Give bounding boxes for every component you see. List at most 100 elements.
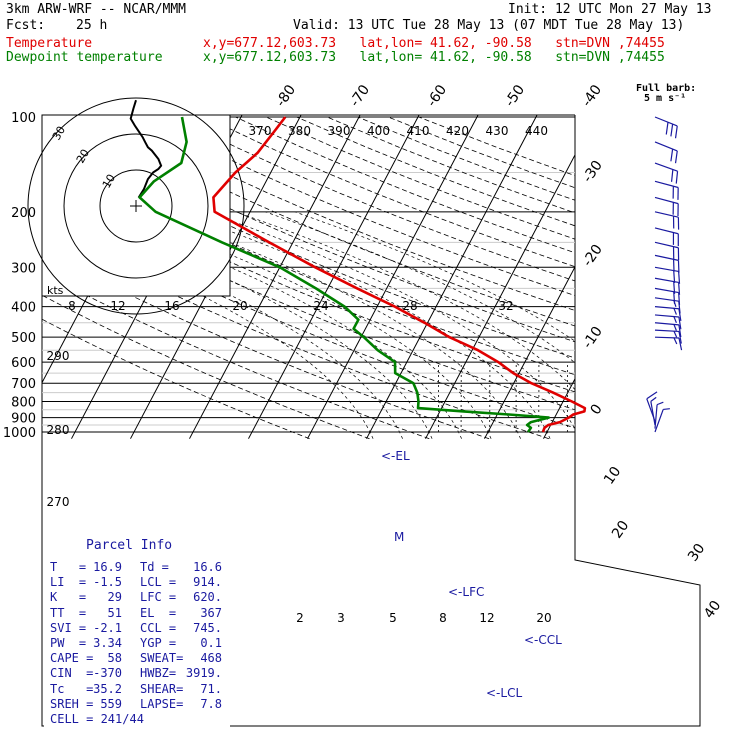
wind-barb xyxy=(654,297,681,314)
moist-adiabat-line xyxy=(147,211,521,439)
isotherm-label-right: 20 xyxy=(609,518,632,542)
parcel-value: 620. xyxy=(193,590,222,605)
isotherm-label-right: 30 xyxy=(685,541,708,565)
mixing-ratio-label: 20 xyxy=(232,299,247,313)
wind-barb-flag xyxy=(674,150,678,164)
wind-barb-flag xyxy=(673,308,677,315)
wind-barb-flag xyxy=(678,308,682,322)
parcel-value: 3.34 xyxy=(93,636,122,650)
temperature-legend: Temperature xyxy=(6,36,93,51)
wind-barb xyxy=(654,336,683,351)
wind-barb xyxy=(654,241,680,261)
wind-barb-staff xyxy=(654,314,679,318)
parcel-value: 35.2 xyxy=(93,681,122,696)
wind-barb-staff xyxy=(654,277,679,284)
wind-barb xyxy=(654,401,664,429)
dewpoint-legend: Dewpoint temperature xyxy=(6,50,163,65)
wind-barb-flag xyxy=(678,337,683,351)
parcel-label: LCL = xyxy=(140,575,177,590)
wind-barb-flag xyxy=(678,331,682,344)
dry-adiabat-line xyxy=(42,116,700,440)
parcel-info-title: Parcel Info xyxy=(86,538,173,553)
temperature-line xyxy=(212,116,587,433)
pressure-tick-label: 700 xyxy=(11,377,36,392)
isotherm-label-right: 0 xyxy=(588,401,606,417)
wind-barb-flag xyxy=(673,316,677,324)
dry-adiabat-line xyxy=(42,116,700,440)
hodograph-ring-label: 10 xyxy=(100,172,118,191)
parcel-value: 468 xyxy=(200,651,222,666)
dewpoint-line xyxy=(138,116,551,433)
parcel-label: SHEAR= xyxy=(140,681,184,696)
moist-adiabat-line xyxy=(42,211,374,439)
wind-barb xyxy=(654,254,680,273)
dry-adiabat-line xyxy=(204,116,700,440)
parcel-value: 367 xyxy=(200,605,222,620)
parcel-value: 51 xyxy=(107,605,122,620)
parcel-label: CCL = xyxy=(140,620,177,635)
isotherm-label-top: -80 xyxy=(273,82,299,110)
mixing-ratio-label-lower: 12 xyxy=(479,611,494,625)
wind-barb xyxy=(654,211,680,230)
theta-e-label: 400 xyxy=(367,124,390,138)
wind-barb-flag xyxy=(675,171,679,184)
pressure-tick-label: 800 xyxy=(11,395,36,410)
parcel-value: 58 xyxy=(107,651,122,666)
parcel-label: CIN = xyxy=(50,666,94,681)
parcel-label: HWBZ= xyxy=(140,666,177,681)
theta-e-label: 420 xyxy=(446,124,469,138)
dry-adiabat-line xyxy=(388,116,700,440)
parcel-label: YGP = xyxy=(140,636,177,650)
dry-adiabat-line xyxy=(42,116,490,440)
theta-e-label: 410 xyxy=(407,124,430,138)
parcel-label: PW = xyxy=(50,636,87,650)
wind-barbs xyxy=(646,116,683,433)
wind-barb xyxy=(654,314,682,330)
mixing-ratio-label-lower: 2 xyxy=(296,611,304,625)
wind-barb xyxy=(654,162,679,184)
pressure-tick-label: 200 xyxy=(11,206,36,221)
parcel-label: LI = xyxy=(50,575,87,590)
parcel-value: 16.9 xyxy=(93,560,122,574)
pressure-tick-label: 500 xyxy=(11,331,36,346)
mixing-ratio-label: 12 xyxy=(110,299,125,313)
dry-adiabat-line xyxy=(235,116,700,440)
moist-adiabat-line xyxy=(117,211,492,439)
wind-barb xyxy=(654,180,679,200)
dry-adiabat-line xyxy=(143,116,700,440)
forecast-hour: 25 h xyxy=(76,18,108,33)
wind-barb xyxy=(654,322,682,338)
level-marker-lcl: <-LCL xyxy=(486,686,522,700)
wind-barb xyxy=(654,287,681,305)
parcel-info-panel: Parcel Info T = 16.9 Td = 16.6 LI = -1.5 LCL =… xyxy=(44,536,230,728)
pressure-tick-label: 300 xyxy=(11,261,36,276)
wind-barb-staff xyxy=(654,141,678,152)
isotherm-label-top: -50 xyxy=(502,82,528,110)
dry-adiabat-line xyxy=(42,116,370,440)
isotherm-label-right: -30 xyxy=(580,158,606,186)
parcel-label: Tc = xyxy=(50,681,94,696)
theta-e-label: 370 xyxy=(249,124,272,138)
wind-barb xyxy=(650,396,657,426)
theta-e-label: 390 xyxy=(328,124,351,138)
mixing-ratio-label-lower: 5 xyxy=(389,611,397,625)
wind-barb-flag xyxy=(673,300,677,308)
mixing-ratio-label-lower: 3 xyxy=(337,611,345,625)
wind-barb-flag xyxy=(670,124,674,137)
parcel-value: 3919. xyxy=(185,666,222,681)
isotherm-line xyxy=(189,115,364,439)
parcel-label: SWEAT= xyxy=(140,651,184,666)
wind-barb-flag xyxy=(678,282,681,295)
wind-barb-staff xyxy=(654,116,678,127)
parcel-value: -370 xyxy=(93,666,122,681)
wind-barb-staff xyxy=(654,227,679,235)
wind-barb-staff xyxy=(654,241,679,249)
hodograph-ring xyxy=(27,97,245,315)
dry-adiabat-line xyxy=(174,116,700,440)
wind-barb-staff xyxy=(654,329,679,333)
wind-barb-staff xyxy=(654,297,679,302)
init-time: Init: 12 UTC Mon 27 May 13 xyxy=(508,2,712,17)
parcel-label: LAPSE= xyxy=(140,696,184,711)
forecast-label: Fcst: xyxy=(6,18,46,33)
